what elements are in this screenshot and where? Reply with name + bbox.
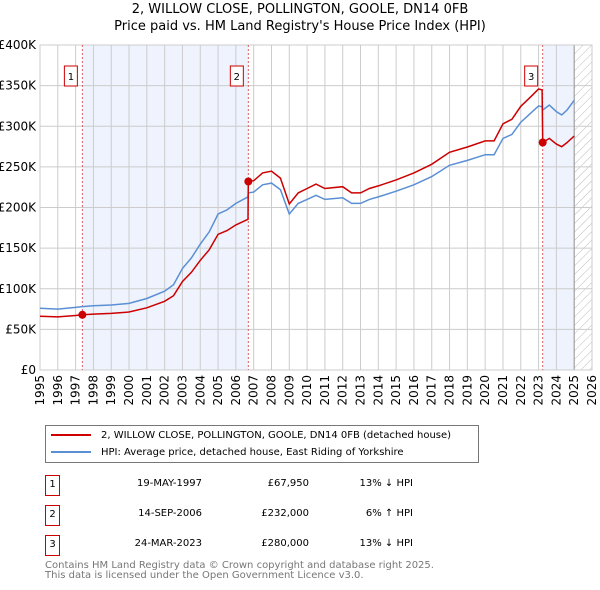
y-tick-label: £50K xyxy=(5,322,37,336)
x-tick-label: 1995 xyxy=(33,375,47,406)
legend-swatch-red xyxy=(51,434,91,436)
x-tick-label: 2021 xyxy=(496,375,510,406)
x-tick-label: 2001 xyxy=(140,375,154,406)
legend-label-hpi: HPI: Average price, detached house, East… xyxy=(101,446,404,458)
sale-point xyxy=(538,138,547,147)
x-tick-label: 2006 xyxy=(229,375,243,406)
x-tick-label: 2009 xyxy=(282,375,296,406)
x-tick-label: 2019 xyxy=(460,375,474,406)
x-tick-label: 2008 xyxy=(264,375,278,406)
chart-title: 2, WILLOW CLOSE, POLLINGTON, GOOLE, DN14… xyxy=(131,2,469,17)
x-tick-label: 2002 xyxy=(158,375,172,406)
x-tick-label: 2023 xyxy=(532,375,546,406)
y-tick-label: £300K xyxy=(0,119,37,133)
y-tick-label: £100K xyxy=(0,282,37,296)
sale-number: 1 xyxy=(45,475,60,496)
sale-date: 24-MAR-2023 xyxy=(134,538,202,549)
x-tick-label: 2024 xyxy=(549,375,563,406)
y-tick-label: £0 xyxy=(21,363,36,377)
price-chart: 1995 1996 1997 1998 1999 2000 2001 2002 2003 2004… xyxy=(0,38,599,406)
property-price-line xyxy=(39,88,575,318)
sale-label: 2 xyxy=(234,72,240,83)
sale-row: 3 24-MAR-2023 £280,000 13% ↓ HPI xyxy=(45,535,445,556)
sale-hpi-diff: 13% ↓ HPI xyxy=(359,538,413,549)
x-tick-label: 2003 xyxy=(175,375,189,406)
y-tick-label: £250K xyxy=(0,160,37,174)
footer-copyright: Contains HM Land Registry data © Crown c… xyxy=(45,560,434,571)
x-tick-label: 2005 xyxy=(211,375,225,406)
sale-label: 1 xyxy=(68,72,74,83)
x-tick-label: 1999 xyxy=(104,375,118,406)
x-tick-label: 2015 xyxy=(389,375,403,406)
y-tick-label: £200K xyxy=(0,201,37,215)
plot-frame xyxy=(39,44,593,371)
footer-licence: This data is licensed under the Open Gov… xyxy=(45,570,364,581)
sale-row: 1 19-MAY-1997 £67,950 13% ↓ HPI xyxy=(45,475,445,496)
x-tick-label: 2000 xyxy=(122,375,136,406)
sale-date: 19-MAY-1997 xyxy=(136,478,202,489)
sale-date: 14-SEP-2006 xyxy=(138,508,202,519)
sale-label: 3 xyxy=(528,72,534,83)
x-tick-label: 2010 xyxy=(300,375,314,406)
chart-subtitle: Price paid vs. HM Land Registry's House … xyxy=(114,19,486,34)
x-tick-label: 1997 xyxy=(69,375,83,406)
footer: Contains HM Land Registry data © Crown c… xyxy=(45,561,434,581)
x-tick-label: 2014 xyxy=(371,375,385,406)
y-tick-label: £400K xyxy=(0,38,37,52)
x-tick-label: 2025 xyxy=(567,375,581,406)
x-tick-label: 2007 xyxy=(247,375,261,406)
sale-price: £232,000 xyxy=(261,508,309,519)
sale-point xyxy=(78,310,87,319)
y-tick-label: £350K xyxy=(0,79,37,93)
x-tick-label: 2017 xyxy=(425,375,439,406)
sale-label-box xyxy=(524,65,539,87)
sale-point xyxy=(244,177,253,186)
x-tick-label: 2018 xyxy=(443,375,457,406)
x-tick-label: 2013 xyxy=(354,375,368,406)
sale-price: £67,950 xyxy=(267,478,309,489)
x-tick-label: 2026 xyxy=(585,375,599,406)
legend-label-property: 2, WILLOW CLOSE, POLLINGTON, GOOLE, DN14… xyxy=(101,429,452,441)
y-tick-label: £150K xyxy=(0,241,37,255)
legend-item-hpi: HPI: Average price, detached house, East… xyxy=(51,444,404,460)
sale-hpi-diff: 6% ↑ HPI xyxy=(365,508,413,519)
x-tick-label: 2012 xyxy=(336,375,350,406)
sale-price: £280,000 xyxy=(261,538,309,549)
legend-item-property: 2, WILLOW CLOSE, POLLINGTON, GOOLE, DN14… xyxy=(51,427,451,443)
hpi-line xyxy=(39,99,575,310)
x-tick-label: 2004 xyxy=(193,375,207,406)
sale-number: 2 xyxy=(45,505,60,526)
x-tick-label: 2011 xyxy=(318,375,332,406)
x-tick-label: 2022 xyxy=(514,375,528,406)
sale-label-box xyxy=(63,65,78,87)
sale-number: 3 xyxy=(45,535,60,556)
x-tick-label: 1996 xyxy=(51,375,65,406)
x-tick-label: 2016 xyxy=(407,375,421,406)
sale-hpi-diff: 13% ↓ HPI xyxy=(359,478,413,489)
sale-row: 2 14-SEP-2006 £232,000 6% ↑ HPI xyxy=(45,505,445,526)
legend: 2, WILLOW CLOSE, POLLINGTON, GOOLE, DN14… xyxy=(45,425,479,463)
sale-label-box xyxy=(229,65,244,87)
x-tick-label: 1998 xyxy=(86,375,100,406)
legend-swatch-blue xyxy=(51,451,91,453)
x-tick-label: 2020 xyxy=(478,375,492,406)
